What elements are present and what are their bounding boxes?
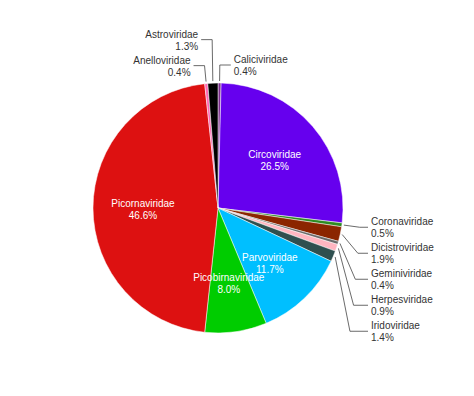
svg-text:Astroviridae1.3%: Astroviridae1.3% [145, 29, 198, 52]
html-text:11.7%: 11.7% [256, 264, 284, 276]
svg-text:Herpesviridae0.9%: Herpesviridae0.9% [371, 294, 433, 317]
svg-text:Circoviridae26.5%: Circoviridae26.5% [248, 149, 301, 172]
svg-text:Picobirnaviridae8.0%: Picobirnaviridae8.0% [193, 272, 265, 295]
svg-text:Caliciviridae0.4%: Caliciviridae0.4% [234, 54, 288, 77]
svg-text:Iridoviridae1.4%: Iridoviridae1.4% [371, 320, 420, 343]
svg-text:Geminiviridae0.4%: Geminiviridae0.4% [371, 268, 433, 291]
html-text:Parvoviridae: Parvoviridae [242, 252, 298, 264]
svg-text:Picornaviridae46.6%: Picornaviridae46.6% [111, 198, 175, 221]
svg-text:Anelloviridae0.4%: Anelloviridae0.4% [133, 55, 191, 78]
svg-text:Coronaviridae0.5%: Coronaviridae0.5% [371, 216, 434, 239]
svg-text:Dicistroviridae1.9%: Dicistroviridae1.9% [371, 242, 434, 265]
